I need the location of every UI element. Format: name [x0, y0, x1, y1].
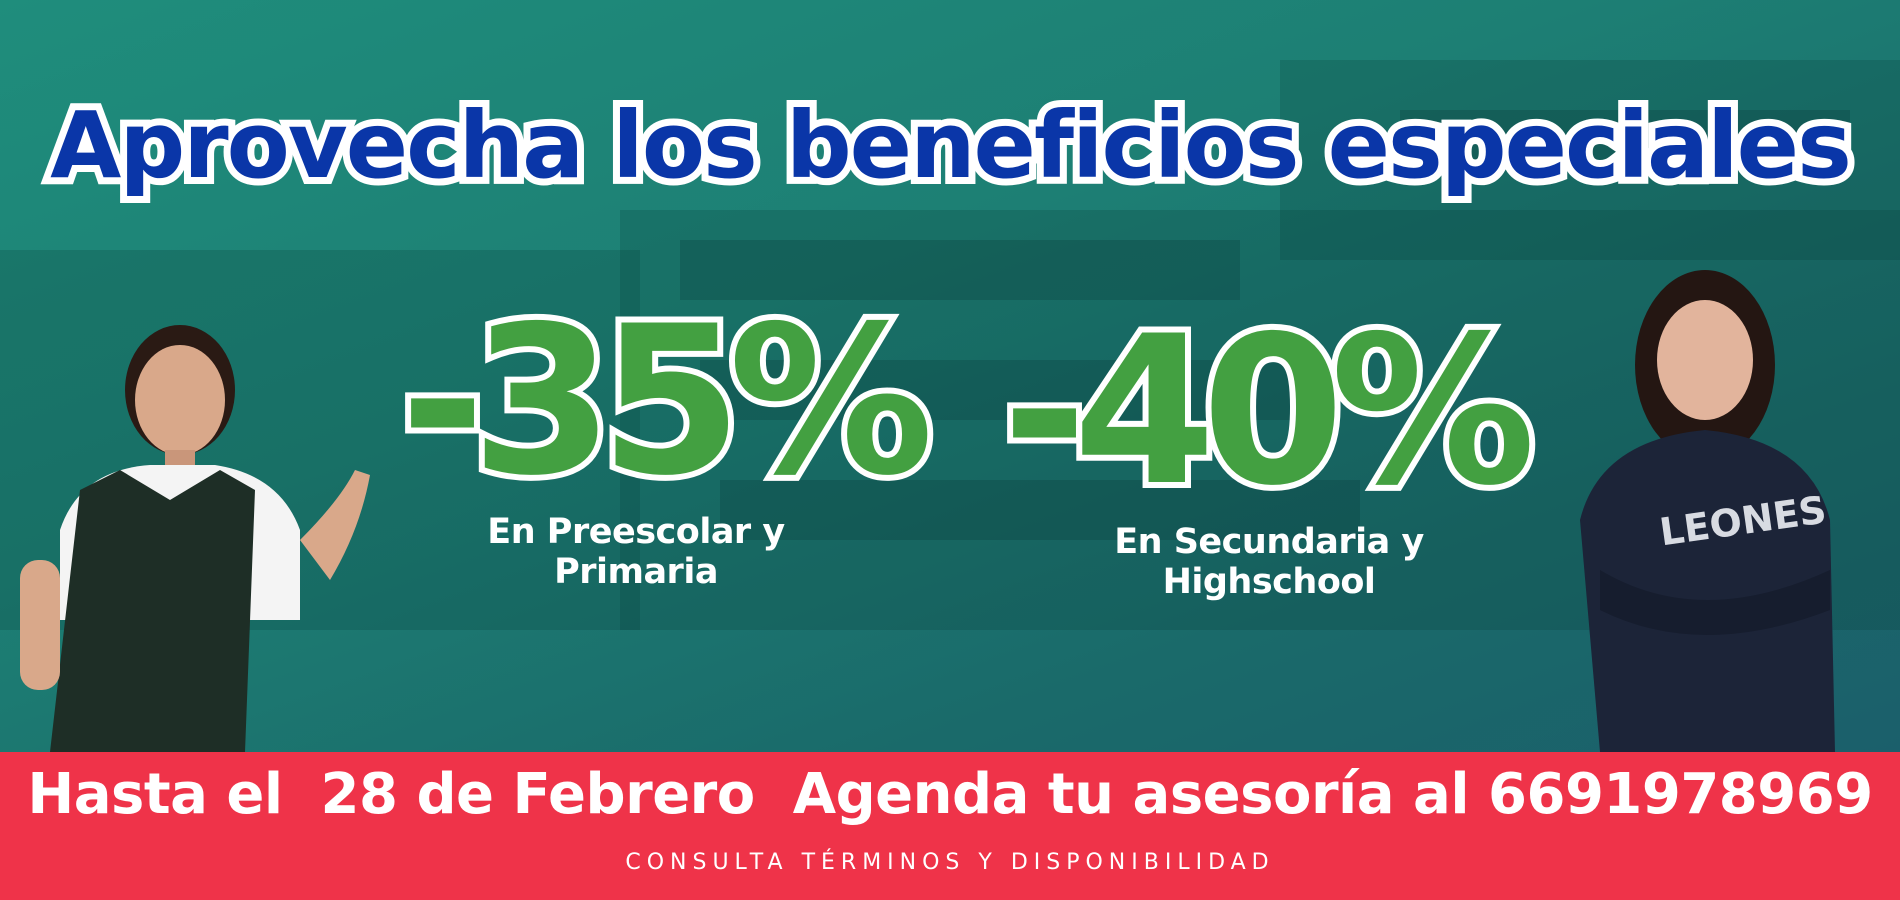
offer-1-line-1: En Preescolar y: [487, 512, 785, 552]
discount-preescolar-primaria: -35%: [394, 283, 940, 521]
offer-2-line-1: En Secundaria y: [1114, 522, 1424, 562]
offer-description-1: En Preescolar y Primaria: [436, 512, 836, 592]
discount-secundaria-highschool: -40%: [996, 293, 1542, 531]
girl-student-image: [20, 325, 370, 752]
teen-student-image: LEONES: [1580, 270, 1835, 752]
offer-2-line-2: Highschool: [1162, 562, 1376, 602]
terms-note: CONSULTA TÉRMINOS Y DISPONIBILIDAD: [625, 850, 1275, 875]
footer-bar: [0, 752, 1900, 900]
headline: Aprovecha los beneficios especiales: [43, 85, 1859, 206]
offer-1-line-2: Primaria: [554, 552, 718, 592]
deadline-and-contact: Hasta el 28 de Febrero Agenda tu asesorí…: [27, 762, 1873, 827]
offer-description-2: En Secundaria y Highschool: [1069, 522, 1469, 602]
